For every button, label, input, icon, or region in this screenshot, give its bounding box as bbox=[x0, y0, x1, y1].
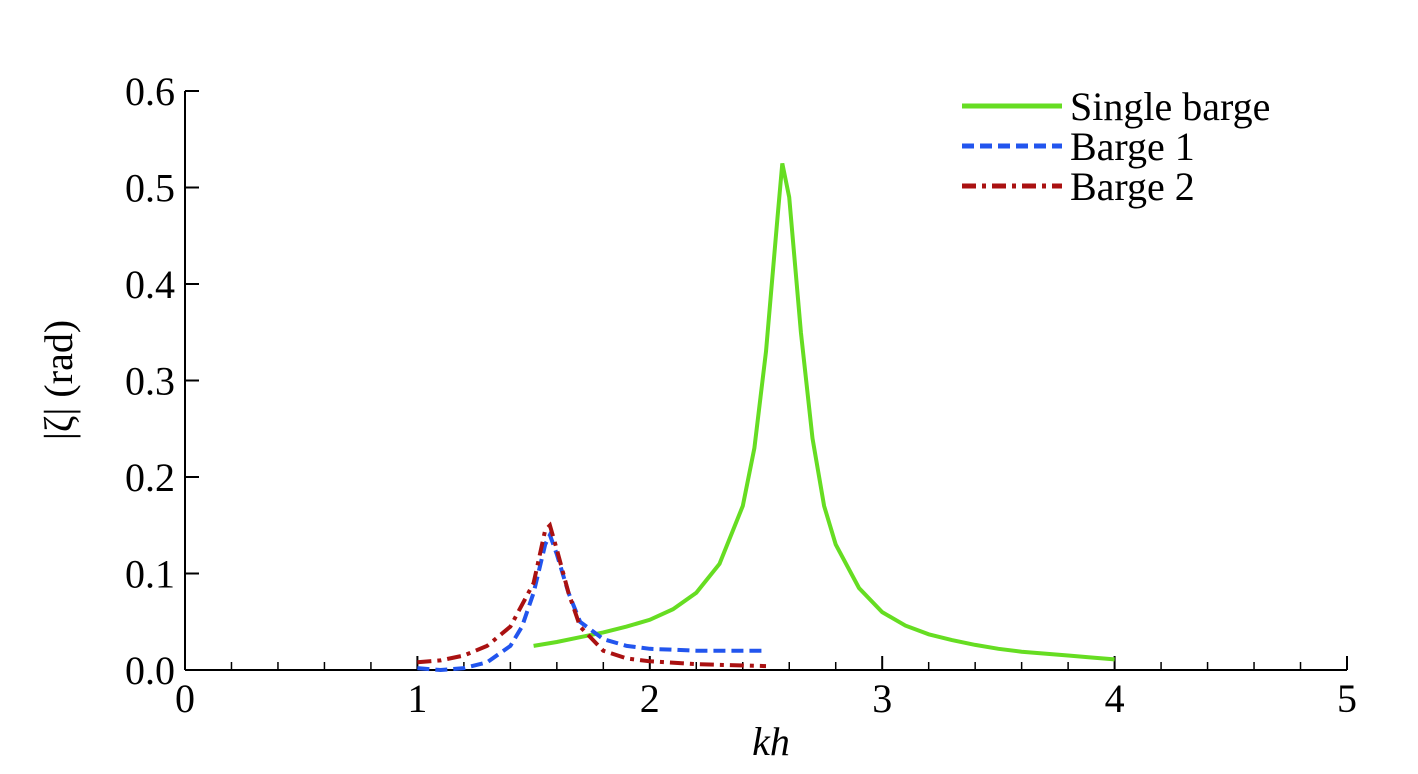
y-tick-label: 0.2 bbox=[125, 455, 175, 500]
legend-label: Barge 1 bbox=[1070, 124, 1195, 169]
series-line bbox=[417, 521, 767, 669]
y-tick-label: 0.0 bbox=[125, 648, 175, 693]
series-line bbox=[533, 162, 1115, 662]
y-tick-label: 0.3 bbox=[125, 359, 175, 404]
x-tick-label: 2 bbox=[640, 676, 660, 721]
x-tick-label: 3 bbox=[872, 676, 892, 721]
y-tick-label: 0.4 bbox=[125, 262, 175, 307]
y-axis-label: |ζ| (rad) bbox=[36, 320, 81, 440]
x-tick-label: 0 bbox=[175, 676, 195, 721]
x-tick-label: 4 bbox=[1105, 676, 1125, 721]
legend-label: Barge 2 bbox=[1070, 164, 1195, 209]
legend-label: Single barge bbox=[1070, 84, 1270, 129]
x-tick-label: 1 bbox=[407, 676, 427, 721]
x-axis-label: kh bbox=[752, 719, 790, 764]
y-tick-label: 0.1 bbox=[125, 552, 175, 597]
y-tick-label: 0.5 bbox=[125, 166, 175, 211]
series-line bbox=[417, 529, 766, 673]
y-tick-label: 0.6 bbox=[125, 69, 175, 114]
x-tick-label: 5 bbox=[1337, 676, 1357, 721]
